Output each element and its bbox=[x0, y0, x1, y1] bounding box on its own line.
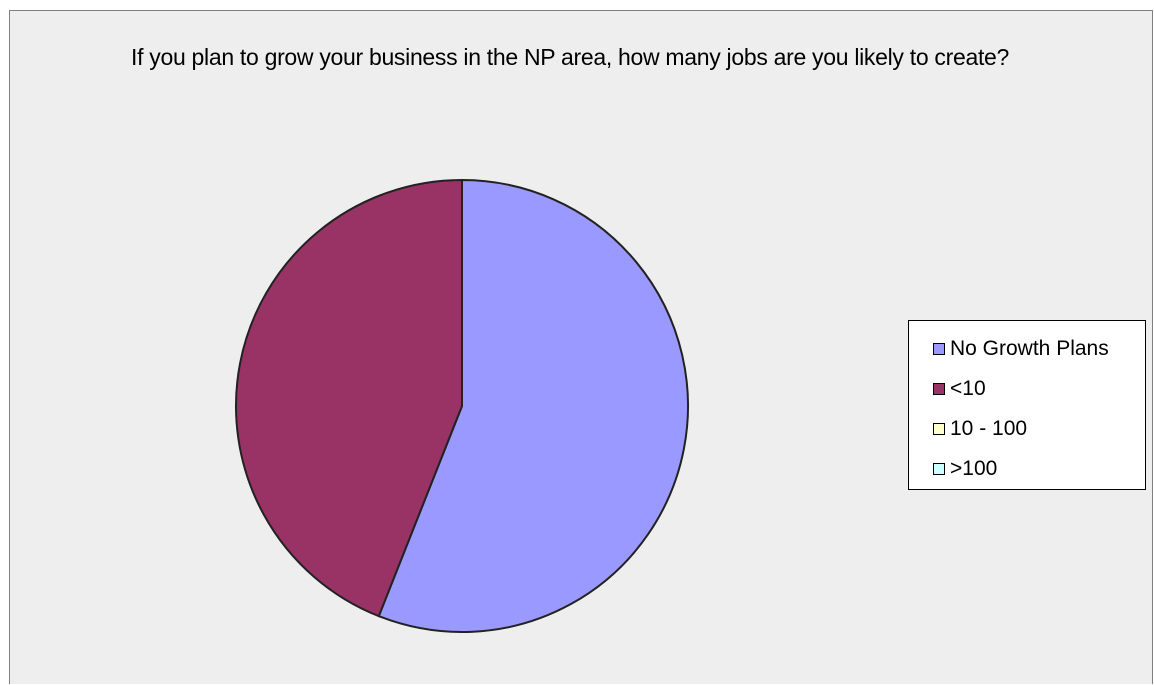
legend-item: <10 bbox=[933, 369, 1145, 409]
legend-swatch bbox=[933, 383, 945, 395]
legend-swatch bbox=[933, 463, 945, 475]
chart-legend: No Growth Plans <10 10 - 100 >100 bbox=[908, 320, 1146, 490]
legend-label: 10 - 100 bbox=[950, 417, 1027, 441]
legend-swatch bbox=[933, 343, 945, 355]
legend-label: >100 bbox=[950, 457, 997, 481]
legend-swatch bbox=[933, 423, 945, 435]
legend-item: No Growth Plans bbox=[933, 329, 1145, 369]
chart-area: If you plan to grow your business in the… bbox=[9, 10, 1153, 684]
legend-label: No Growth Plans bbox=[950, 337, 1109, 361]
legend-item: 10 - 100 bbox=[933, 409, 1145, 449]
legend-item: >100 bbox=[933, 449, 1145, 489]
legend-label: <10 bbox=[950, 377, 986, 401]
